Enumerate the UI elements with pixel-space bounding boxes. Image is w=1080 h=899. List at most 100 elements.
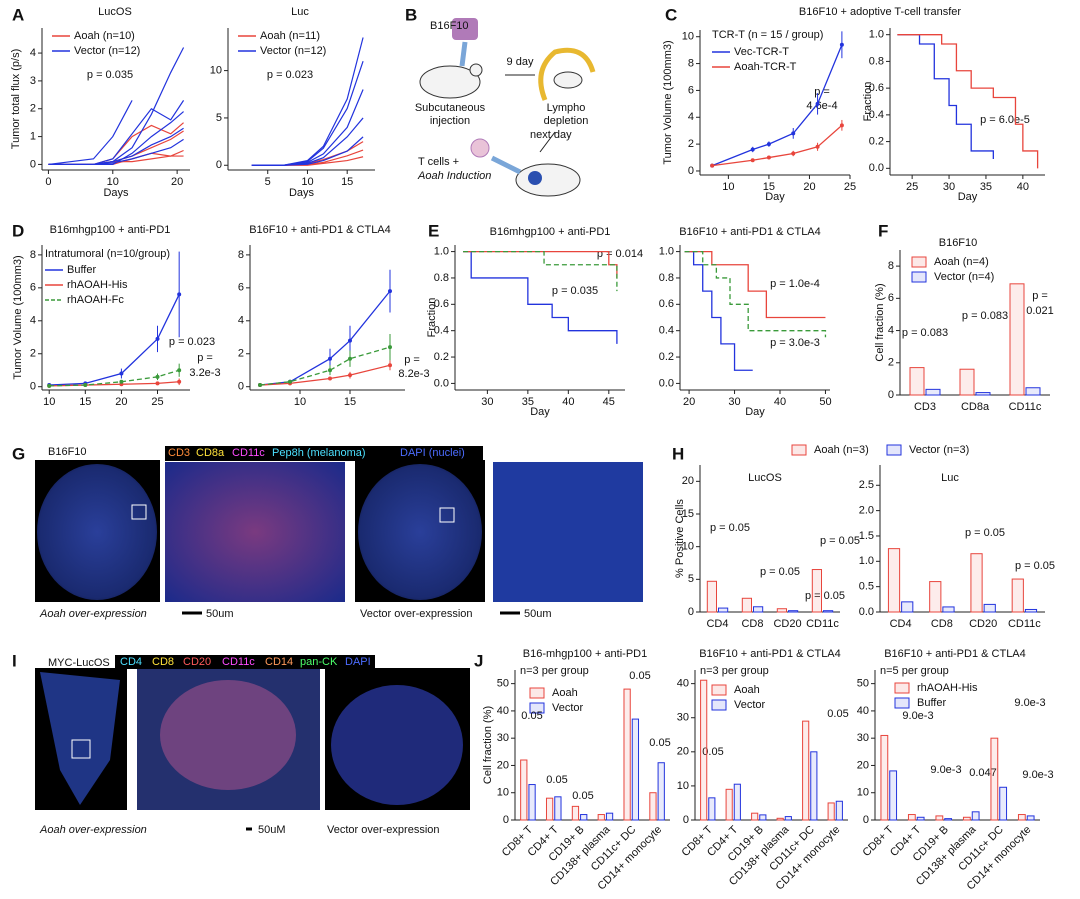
legend-label: Aoah (n=4) [934,256,989,268]
chart-subtitle: Intratumoral (n=10/group) [45,248,170,260]
bar [725,788,733,821]
bar [880,734,889,821]
y-tick-label: 0.0 [659,377,674,389]
data-line [711,44,843,167]
y-axis-label: Cell fraction (%) [482,706,494,784]
legend-label: Aoah [734,684,760,696]
bar [718,607,729,613]
panel-letter: H [672,444,684,463]
y-tick-label: 0.5 [859,581,874,593]
legend-label: rhAOAH-His [917,682,978,694]
annotation: p = 0.05 [760,566,800,578]
bar [520,759,528,821]
y-tick-label: 8 [238,249,244,261]
panel-letter: I [12,651,17,670]
channel: pan-CK [300,656,338,668]
data-point [155,336,160,341]
t-cells [470,138,490,158]
bar [657,762,665,821]
image-title: MYC-LucOS [48,657,110,669]
y-tick-label: 8 [30,249,36,261]
y-tick-label: 4 [30,47,36,59]
x-tick-label: 10 [301,176,313,188]
caption: Aoah over-expression [39,824,147,836]
bar [631,718,640,821]
data-line [712,124,843,167]
x-tick-label: 20 [683,396,695,408]
x-tick-label: 15 [79,396,91,408]
bar [889,770,898,821]
bar [959,368,975,396]
bar [810,751,818,821]
x-tick-label: CD8 [931,618,953,630]
y-tick-label: 6 [30,282,36,294]
data-line [48,100,133,166]
chart: B16F10 + anti-PD1 & CTLA4 n=5 per group 0 1… [857,648,1054,893]
zoom-box [71,739,91,759]
annotation: p = 0.023 [169,336,215,348]
x-tick-label: 40 [562,396,574,408]
chart-title: LucOS [748,472,782,484]
y-tick-label: 6 [888,292,894,304]
image-i: MYC-LucOS CD4 CD8 CD20 CD11c CD14 pan-CK… [35,655,470,836]
bar [759,814,767,821]
survival-curve [463,250,618,292]
data-line [259,290,391,386]
y-axis-label: Fraction [862,82,874,122]
annotation: p = 0.05 [710,522,750,534]
bar [916,816,925,821]
legend-swatch [791,444,807,456]
y-tick-label: 0 [503,814,509,826]
bar [784,816,792,821]
bar [580,814,588,821]
data-point [328,376,332,381]
bar [827,802,835,821]
x-tick-label: 20 [803,181,815,193]
bar [901,601,914,613]
chart: LucOS % Positive Cells 0 5 10 15 20 Aoah (n=3) V… [674,444,969,630]
y-tick-label: 0 [216,159,222,171]
annotation: p = 0.083 [902,327,948,339]
y-tick-label: 50 [857,678,869,690]
data-point [750,158,755,163]
chart-title: LucOS [98,6,132,18]
y-tick-label: 0.0 [859,606,874,618]
y-tick-label: 4 [30,315,36,327]
bar [649,792,657,821]
legend-label: Buffer [917,697,946,709]
survival-curve [684,250,827,338]
y-tick-label: 0.8 [659,272,674,284]
data-point [815,144,820,149]
data-point [750,147,755,152]
annotation: p = 0.023 [267,69,313,81]
y-tick-label: 0 [863,814,869,826]
y-tick-label: 1 [30,130,36,142]
legend-swatch [894,682,910,694]
x-tick-label: 0 [45,176,51,188]
x-tick-label: 10 [43,396,55,408]
data-line [48,138,184,166]
bar [1026,815,1035,821]
y-tick-label: 50 [497,678,509,690]
y-tick-label: 30 [497,732,509,744]
y-tick-label: 15 [682,508,694,520]
image-g: B16F10 CD3 CD8a CD11c Pep8h (melanoma) D… [35,446,643,620]
legend-label: Vector (n=12) [260,45,326,57]
panel-letter: E [428,221,439,240]
caption: Aoah over-expression [39,608,147,620]
data-point [288,379,292,384]
data-point [258,383,262,388]
x-axis-label: Days [103,187,129,199]
zoom-box [439,507,455,523]
chart: B16F10 + anti-PD1 & CTLA4 n=3 per group 0 1… [677,648,849,893]
annotation: 9.0e-3 [930,764,961,776]
bar [962,816,971,821]
legend-swatch [529,702,545,714]
legend-label: Aoah-TCR-T [734,61,797,73]
y-tick-label: 20 [497,759,509,771]
data-point [766,155,771,160]
chart-title: Luc [291,6,309,18]
legend-label: Vector (n=4) [934,271,994,283]
annotation: 0.05 [521,710,542,722]
step-text: Lympho [547,102,586,114]
